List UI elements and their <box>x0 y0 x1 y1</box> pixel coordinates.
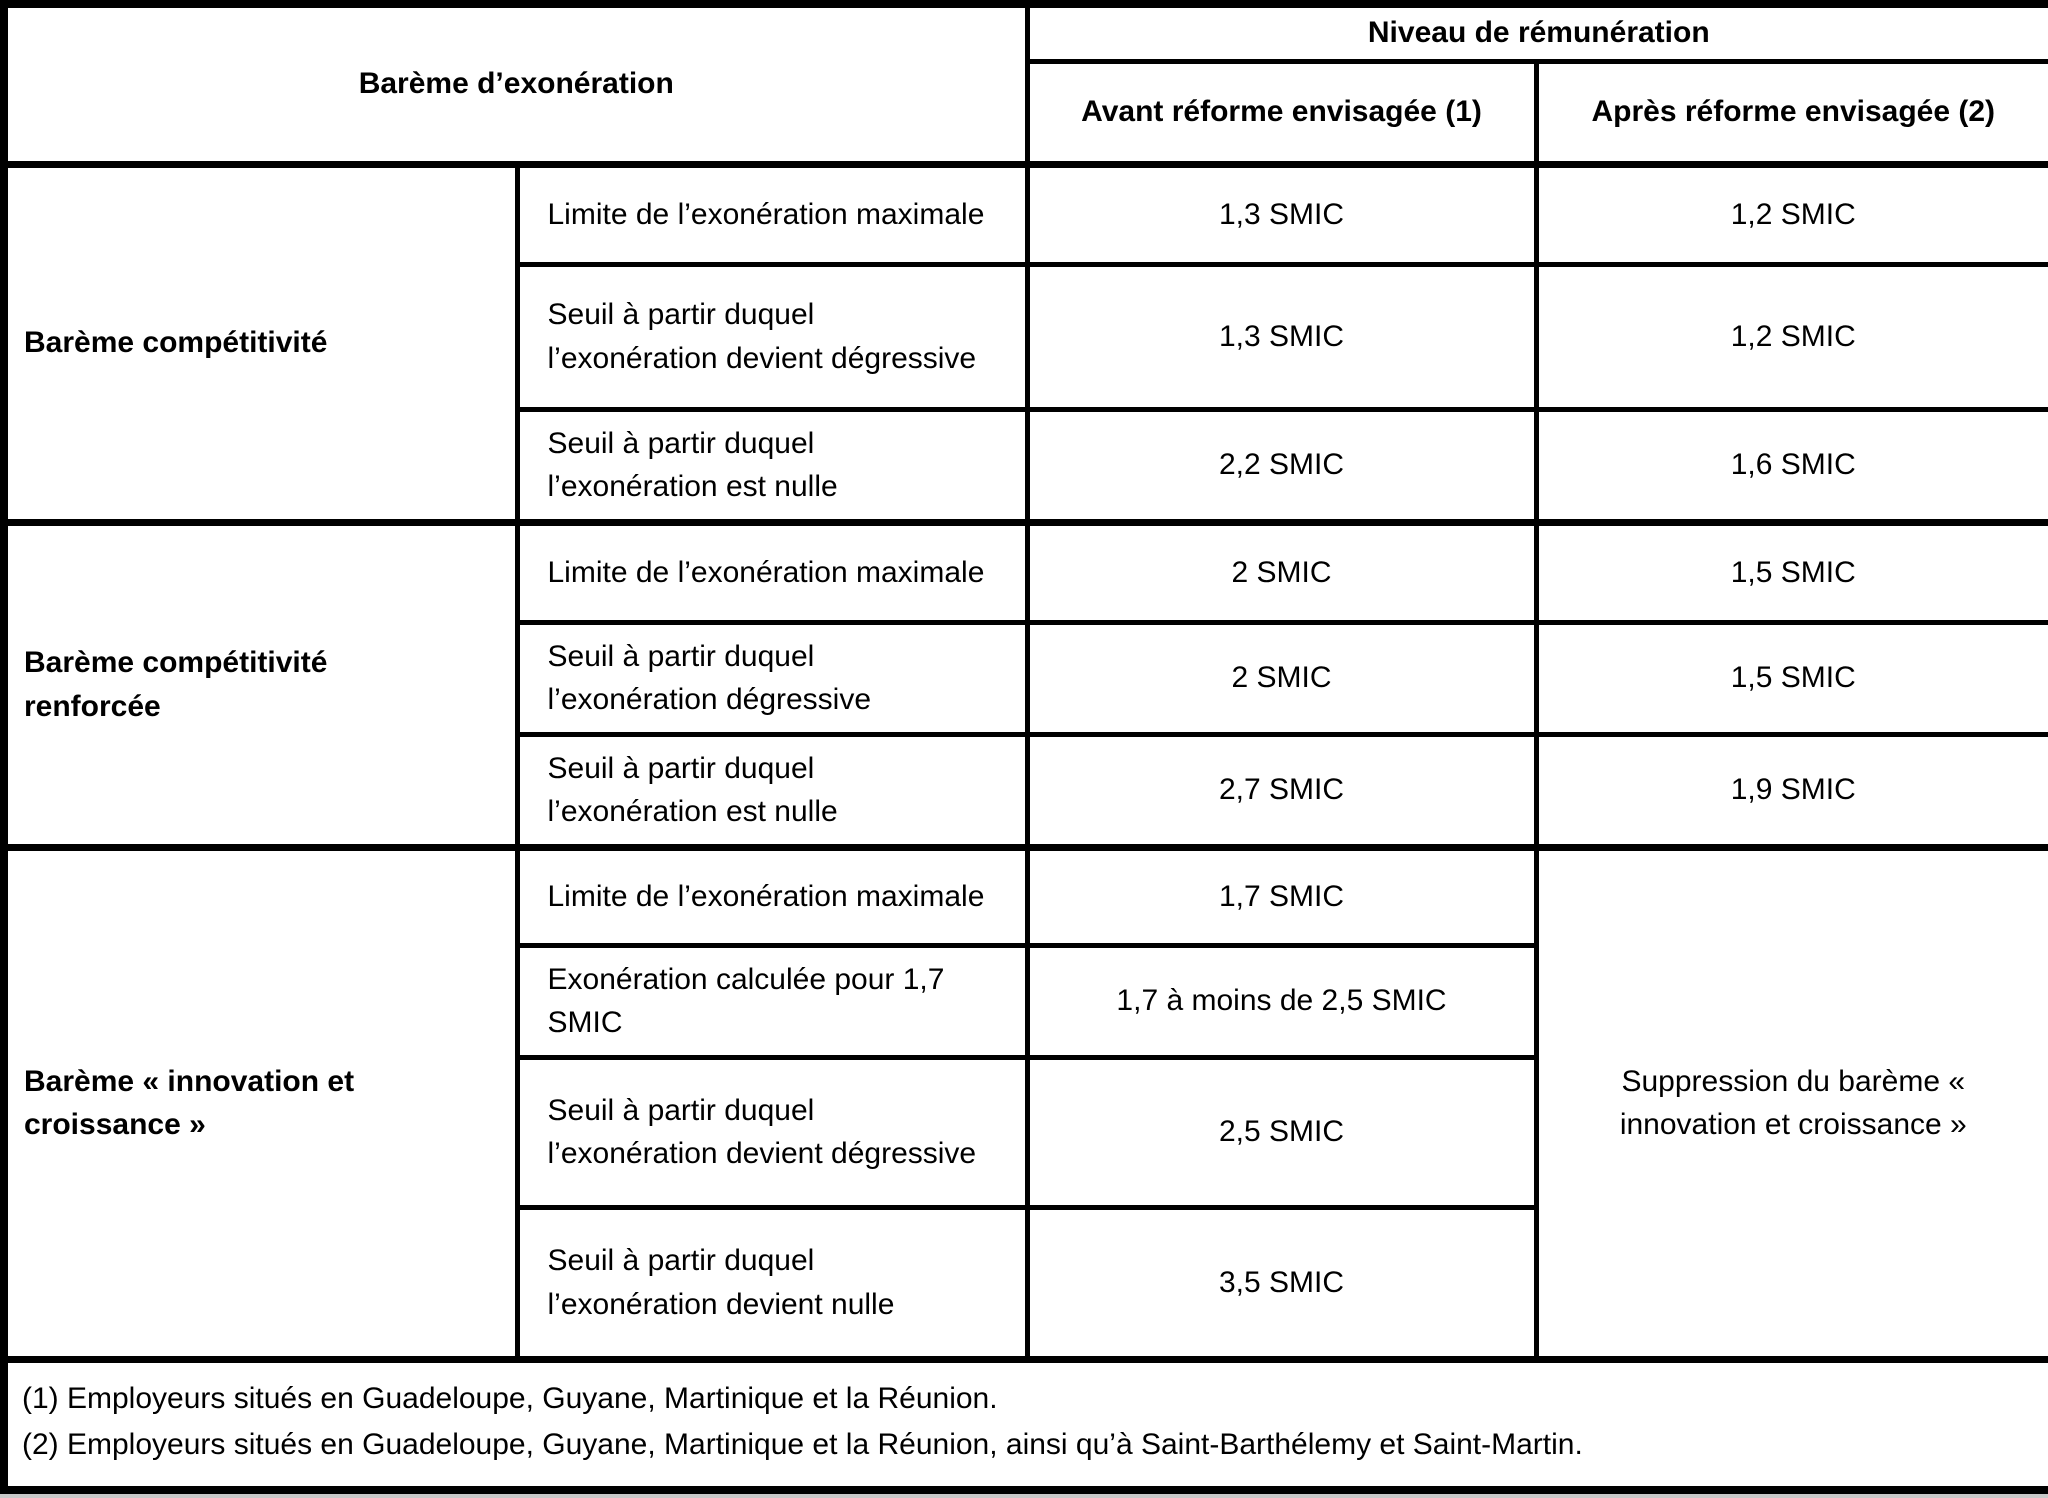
group-name-competitivite-renforcee: Barème compétitivité renforcée <box>1 518 520 850</box>
value-apres: 1,5 SMIC <box>1533 518 2048 625</box>
value-apres: 1,6 SMIC <box>1533 406 2048 525</box>
header-bareme-exoneration: Barème d’exonération <box>1 1 1030 167</box>
footnote-2: (2) Employeurs situés en Guadeloupe, Guy… <box>22 1428 1583 1462</box>
value-avant: 2 SMIC <box>1024 518 1539 625</box>
bottom-edge-strip <box>0 1494 2048 1498</box>
row-label: Limite de l’exonération maximale <box>514 843 1030 948</box>
row-label: Limite de l’exonération maximale <box>514 160 1030 267</box>
value-avant: 3,5 SMIC <box>1024 1204 1539 1362</box>
value-apres: 1,2 SMIC <box>1533 160 2048 267</box>
header-apres-reforme: Après réforme envisagée (2) <box>1533 58 2048 167</box>
value-avant: 2,2 SMIC <box>1024 406 1539 525</box>
value-avant: 2,5 SMIC <box>1024 1054 1539 1210</box>
value-avant: 1,7 à moins de 2,5 SMIC <box>1024 942 1539 1060</box>
row-label: Seuil à partir duquel l’exonération est … <box>514 406 1030 525</box>
value-avant: 2 SMIC <box>1024 619 1539 737</box>
row-label: Limite de l’exonération maximale <box>514 518 1030 625</box>
group-name-innovation-croissance: Barème « innovation et croissance » <box>1 843 520 1362</box>
row-label: Seuil à partir duquel l’exonération dégr… <box>514 619 1030 737</box>
value-apres: 1,5 SMIC <box>1533 619 2048 737</box>
header-niveau-remuneration: Niveau de rémunération <box>1024 1 2048 64</box>
row-label: Seuil à partir duquel l’exonération devi… <box>514 1054 1030 1210</box>
value-avant: 2,7 SMIC <box>1024 731 1539 850</box>
header-avant-reforme: Avant réforme envisagée (1) <box>1024 58 1539 167</box>
footnote-1: (1) Employeurs situés en Guadeloupe, Guy… <box>22 1381 998 1415</box>
value-apres: 1,9 SMIC <box>1533 731 2048 850</box>
value-avant: 1,3 SMIC <box>1024 261 1539 412</box>
row-label: Seuil à partir duquel l’exonération devi… <box>514 1204 1030 1362</box>
value-avant: 1,7 SMIC <box>1024 843 1539 948</box>
row-label: Exonération calculée pour 1,7 SMIC <box>514 942 1030 1060</box>
row-label: Seuil à partir duquel l’exonération est … <box>514 731 1030 850</box>
group-name-competitivite: Barème compétitivité <box>1 160 520 525</box>
value-apres: 1,2 SMIC <box>1533 261 2048 412</box>
value-apres-merged-suppression: Suppression du barème « innovation et cr… <box>1533 843 2048 1362</box>
row-label: Seuil à partir duquel l’exonération devi… <box>514 261 1030 412</box>
footnotes-cell: (1) Employeurs situés en Guadeloupe, Guy… <box>1 1355 2048 1493</box>
value-avant: 1,3 SMIC <box>1024 160 1539 267</box>
